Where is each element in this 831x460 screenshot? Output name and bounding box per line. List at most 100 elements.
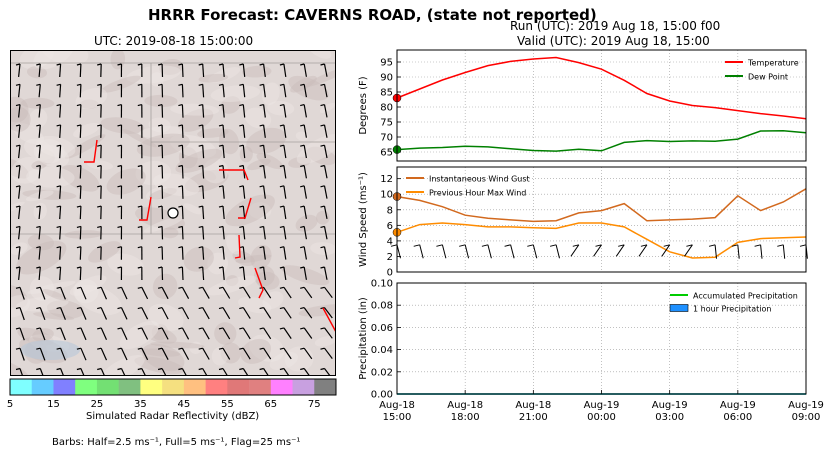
reflectivity-contour [139, 196, 152, 221]
barb-flag [117, 225, 122, 228]
terrain-shade [27, 281, 76, 294]
wind-barb [178, 347, 190, 360]
barb-shaft [38, 226, 41, 240]
barb-flag [157, 286, 163, 289]
wind-barb [320, 347, 333, 359]
barb-shaft [303, 246, 307, 260]
barb-flag [218, 307, 224, 310]
barb-shaft [242, 165, 246, 179]
barb-shaft [419, 244, 424, 259]
barb-shaft [263, 206, 266, 220]
barb-flag [198, 144, 203, 147]
barb-flag [300, 286, 305, 289]
terrain-shade [100, 117, 145, 135]
barb-flag [137, 205, 142, 208]
map-frame [10, 50, 336, 376]
barb-shaft [100, 347, 108, 361]
wind-barb [36, 286, 46, 300]
barb-shaft [242, 327, 251, 340]
terrain-shade [202, 158, 229, 184]
wind-barb [239, 266, 246, 280]
wind-barb [56, 266, 62, 281]
figure-title: HRRR Forecast: CAVERNS ROAD, (state not … [148, 6, 597, 24]
barb-shaft [263, 347, 272, 360]
wind-barb [117, 367, 126, 376]
barb-shaft [202, 266, 205, 281]
terrain-shade [226, 233, 242, 255]
wind-barb [157, 144, 164, 159]
barb-flag [239, 225, 244, 228]
barb-flag [459, 244, 466, 247]
barb-flag [137, 286, 142, 289]
barb-flag [731, 244, 738, 247]
terrain-shade [16, 296, 69, 312]
barb-shaft [283, 226, 287, 240]
wind-barb [218, 124, 225, 138]
barb-shaft [283, 104, 287, 118]
wind-barb [218, 246, 225, 260]
wind-barb [76, 246, 82, 260]
barb-flag [218, 266, 224, 269]
wind-barb [279, 367, 290, 376]
barb-shaft [59, 124, 62, 138]
barb-shaft [263, 84, 266, 98]
barb-flag [97, 104, 102, 107]
wind-barb [459, 244, 470, 259]
barb-shaft [242, 286, 251, 299]
wind-barb [97, 83, 102, 98]
barb-shaft [79, 84, 82, 98]
barb-flag [198, 246, 203, 249]
barb-flag [117, 104, 122, 107]
chart-panel-1: 65 70 75 80 85 90 95 Degrees (F) Temperature Dew … [358, 49, 807, 162]
barb-flag [157, 246, 163, 249]
barb-flag [178, 286, 183, 289]
y-tick-label: 10 [380, 190, 393, 201]
barb-shaft [19, 287, 25, 300]
wind-barb [218, 164, 225, 179]
wind-barb [320, 185, 328, 199]
barb-flag [663, 244, 670, 247]
barb-flag [157, 225, 163, 228]
barb-shaft [323, 124, 328, 138]
terrain-shade [27, 234, 55, 251]
barb-flag [279, 246, 285, 249]
legend-swatch [669, 304, 689, 312]
wind-barb [178, 104, 184, 118]
terrain-shade [225, 194, 275, 227]
barb-shaft [303, 347, 313, 360]
barb-flag [572, 244, 579, 247]
y-tick-label: 70 [380, 133, 393, 144]
barb-shaft [18, 206, 21, 220]
barb-shaft [487, 244, 492, 259]
colorbar-label: Simulated Radar Reflectivity (dBZ) [86, 411, 260, 422]
barb-shaft [283, 307, 292, 319]
barb-shaft [60, 307, 66, 320]
barb-flag [76, 185, 82, 188]
terrain-shade [225, 275, 239, 287]
barb-shaft [79, 206, 82, 220]
barb-shaft [242, 84, 246, 98]
barb-shaft [283, 266, 287, 280]
barb-flag [137, 144, 142, 147]
barb-flag [239, 367, 244, 371]
x-tick-label: 06:00 [723, 412, 752, 423]
barb-shaft [263, 286, 272, 299]
barb-flag [320, 246, 325, 249]
terrain-shade [175, 148, 223, 173]
wind-barb [137, 63, 143, 78]
barb-shaft [684, 244, 693, 257]
terrain-shade [256, 153, 284, 170]
y-tick-label: 2 [387, 252, 393, 263]
wind-barb [239, 327, 251, 340]
barb-flag [97, 164, 102, 168]
wind-barb [259, 225, 266, 240]
barb-flag [259, 205, 264, 208]
terrain-shade [122, 129, 157, 148]
terrain-shade [232, 250, 255, 267]
wind-barb [300, 327, 313, 339]
barb-shaft [79, 185, 82, 199]
barb-shaft [120, 368, 126, 376]
barb-shaft [242, 246, 246, 260]
wind-barb [56, 144, 62, 159]
barb-shaft [782, 244, 786, 259]
